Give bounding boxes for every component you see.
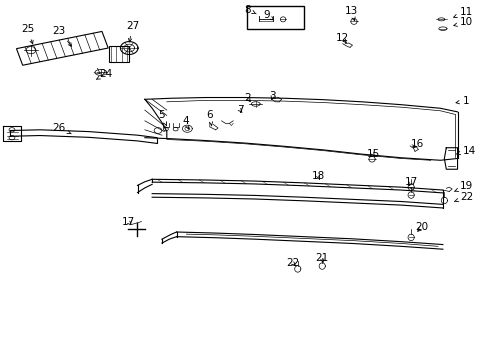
Text: 5: 5 (159, 111, 167, 126)
Text: 22: 22 (455, 192, 473, 202)
Text: 8: 8 (244, 5, 256, 15)
Text: 6: 6 (206, 111, 213, 126)
Text: 24: 24 (97, 69, 112, 80)
Bar (109, 45, 129, 62)
Text: 4: 4 (182, 116, 189, 129)
Text: 1: 1 (456, 96, 469, 106)
Text: 13: 13 (345, 6, 358, 21)
Text: 18: 18 (312, 171, 325, 181)
Text: 20: 20 (416, 222, 428, 232)
Text: 27: 27 (126, 21, 139, 42)
Text: 21: 21 (316, 253, 329, 263)
Text: 26: 26 (53, 123, 71, 134)
Text: 19: 19 (455, 181, 473, 192)
Text: 9: 9 (264, 10, 273, 20)
Text: 11: 11 (454, 7, 473, 18)
Bar (247, 6, 304, 30)
Text: 7: 7 (237, 105, 244, 115)
Text: 16: 16 (410, 139, 424, 149)
Text: 17: 17 (405, 177, 418, 187)
Text: 14: 14 (457, 145, 476, 156)
Text: 2: 2 (244, 93, 251, 103)
Text: 23: 23 (53, 26, 72, 46)
Text: 10: 10 (454, 17, 473, 27)
Text: 17: 17 (122, 217, 135, 227)
Text: 3: 3 (270, 91, 276, 101)
Text: 15: 15 (367, 149, 380, 159)
Text: 12: 12 (336, 33, 349, 43)
Text: 22: 22 (286, 258, 299, 268)
Text: 25: 25 (21, 24, 34, 44)
